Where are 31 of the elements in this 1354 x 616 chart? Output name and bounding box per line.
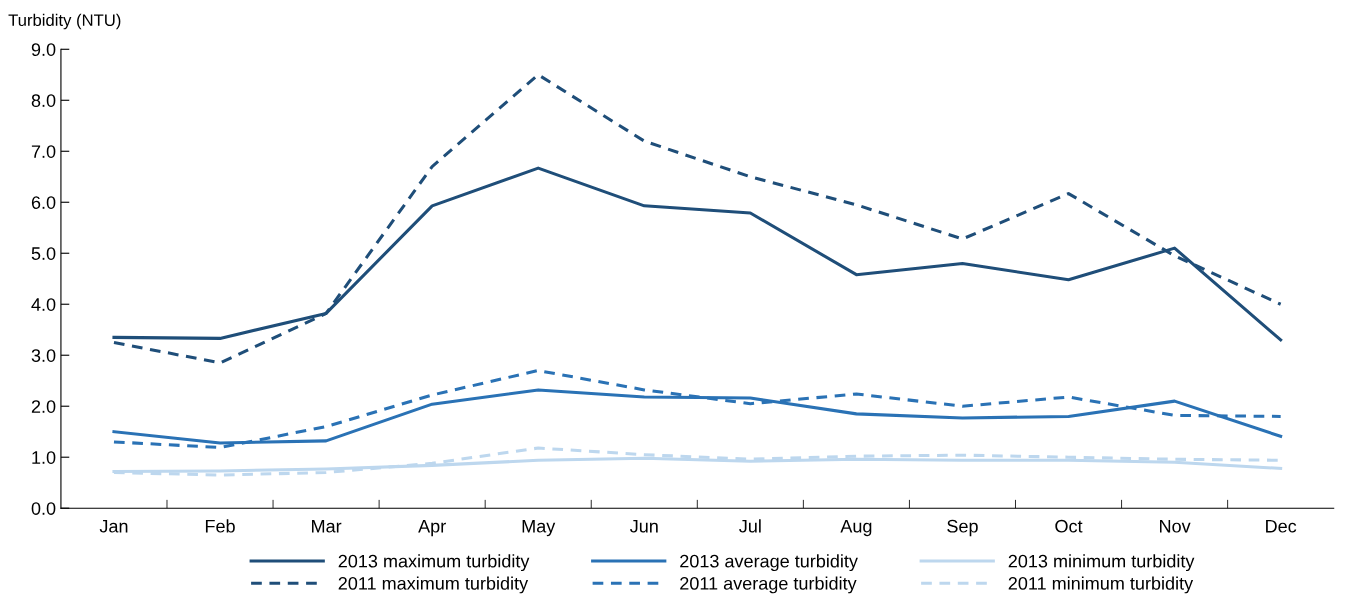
x-tick-label: Jul bbox=[739, 519, 761, 533]
x-tick-label: Oct bbox=[1055, 519, 1083, 533]
y-tick-label: 1.0 bbox=[32, 451, 56, 464]
y-tick-label: 5.0 bbox=[31, 247, 56, 260]
y-tick-label: 2.0 bbox=[31, 400, 56, 413]
legend-label: 2011 minimum turbidity bbox=[1008, 576, 1194, 594]
y-tick-label: 4.0 bbox=[31, 298, 56, 311]
y-tick-label: 9.0 bbox=[31, 43, 56, 56]
legend-label: 2011 average turbidity bbox=[680, 576, 857, 594]
y-tick-label: 0.0 bbox=[31, 502, 56, 515]
x-tick-label: Mar bbox=[312, 519, 342, 533]
x-tick-label: Apr bbox=[418, 519, 446, 537]
x-tick-label: Feb bbox=[205, 519, 235, 533]
legend-label: 2013 maximum turbidity bbox=[338, 554, 530, 572]
x-tick-label: May bbox=[522, 519, 556, 537]
x-tick-label: Sep bbox=[947, 519, 978, 537]
x-tick-label: Dec bbox=[1266, 519, 1297, 533]
legend-label: 2013 minimum turbidity bbox=[1008, 554, 1195, 572]
x-tick-label: Nov bbox=[1160, 519, 1191, 533]
legend-label: 2011 maximum turbidity bbox=[338, 576, 529, 594]
y-tick-label: 7.0 bbox=[31, 145, 56, 158]
line-series bbox=[112, 368, 1283, 450]
x-tick-label: Aug bbox=[840, 519, 872, 537]
y-tick-label: 8.0 bbox=[31, 94, 56, 107]
y-tick-label: 3.0 bbox=[31, 349, 56, 362]
y-tick-label: 6.0 bbox=[31, 196, 56, 209]
y-axis-title: Turbidity (NTU) bbox=[8, 13, 121, 30]
x-tick-label: Jun bbox=[630, 519, 658, 533]
line-series bbox=[112, 73, 1283, 365]
x-tick-label: Jan bbox=[99, 519, 128, 533]
legend-label: 2013 average turbidity bbox=[680, 554, 858, 572]
